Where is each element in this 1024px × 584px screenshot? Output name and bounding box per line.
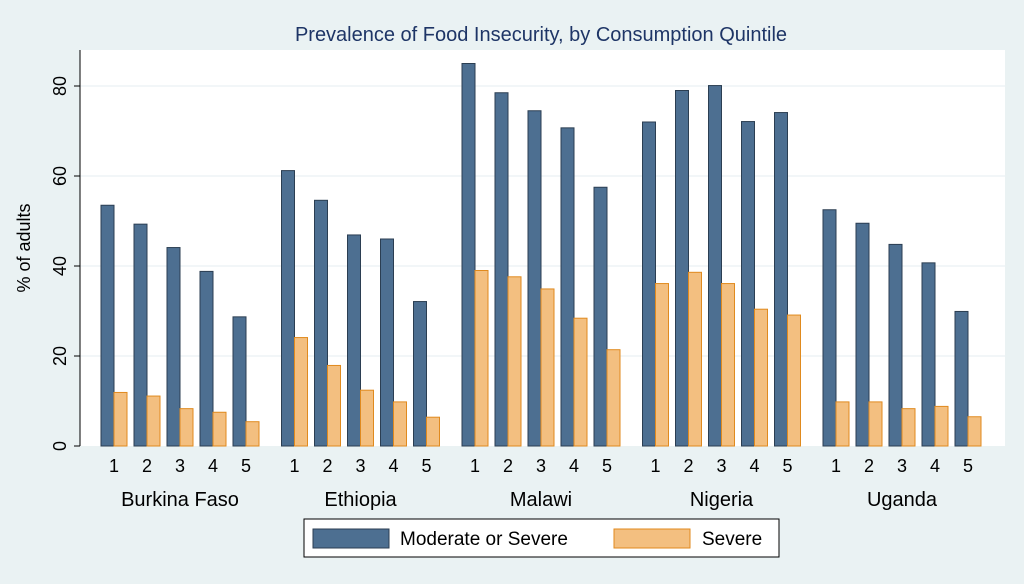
bar-moderate-or-severe: [708, 85, 722, 447]
x-tick-label: 1: [289, 456, 299, 476]
x-tick-label: 5: [782, 456, 792, 476]
bar-moderate-or-severe: [314, 199, 328, 447]
bar-moderate-or-severe: [199, 270, 214, 447]
chart-title: Prevalence of Food Insecurity, by Consum…: [295, 24, 787, 46]
y-tick-label: 60: [50, 166, 70, 186]
bar-moderate-or-severe: [642, 121, 656, 447]
bar-severe: [426, 416, 440, 447]
bar-moderate-or-severe: [166, 247, 181, 447]
x-tick-label: 4: [208, 456, 218, 476]
bar-moderate-or-severe: [100, 204, 115, 447]
x-tick-label: 4: [930, 456, 940, 476]
bar-moderate-or-severe: [822, 209, 837, 447]
x-tick-label: 3: [536, 456, 546, 476]
bar-moderate-or-severe: [347, 234, 361, 447]
bar-severe: [146, 395, 161, 447]
bar-severe: [393, 401, 407, 447]
bar-severe: [835, 401, 850, 447]
x-tick-label: 2: [864, 456, 874, 476]
axis-layer: 0 20 40 60 80: [50, 50, 81, 451]
bar-severe: [294, 337, 308, 447]
bar-severe: [868, 401, 883, 447]
legend: Moderate or Severe Severe: [303, 518, 780, 558]
x-tick-label: 2: [322, 456, 332, 476]
bar-moderate-or-severe: [413, 301, 427, 447]
x-tick-label: 3: [897, 456, 907, 476]
x-tick-label: 1: [109, 456, 119, 476]
bar-moderate-or-severe: [527, 110, 542, 447]
bar-severe: [967, 416, 982, 447]
bar-severe: [360, 389, 374, 447]
bar-moderate-or-severe: [954, 310, 969, 447]
x-tick-label: 3: [355, 456, 365, 476]
group-label: Nigeria: [690, 489, 754, 511]
x-tick-label: 4: [749, 456, 759, 476]
bar-severe: [507, 276, 522, 447]
x-tick-label: 3: [716, 456, 726, 476]
bar-moderate-or-severe: [675, 90, 689, 447]
x-tick-label: 5: [963, 456, 973, 476]
bar-moderate-or-severe: [380, 238, 394, 447]
bar-moderate-or-severe: [593, 186, 608, 447]
group-label: Uganda: [867, 489, 938, 511]
x-tick-label: 1: [470, 456, 480, 476]
bar-severe: [721, 283, 735, 447]
legend-label: Moderate or Severe: [400, 529, 568, 550]
x-tick-label: 4: [388, 456, 398, 476]
legend-swatch-severe: [613, 528, 691, 549]
group-label: Ethiopia: [324, 489, 397, 511]
x-tick-label: 5: [602, 456, 612, 476]
bar-severe: [573, 317, 588, 447]
legend-label: Severe: [702, 529, 762, 550]
bar-severe: [245, 421, 260, 447]
bar-severe: [606, 349, 621, 447]
bar-severe: [113, 391, 128, 447]
bar-moderate-or-severe: [133, 223, 148, 447]
x-tick-label: 4: [569, 456, 579, 476]
bar-severe: [212, 411, 227, 447]
bar-moderate-or-severe: [774, 112, 788, 447]
bar-severe: [688, 271, 702, 447]
y-tick-label: 20: [50, 346, 70, 366]
bar-severe: [787, 314, 801, 447]
bar-moderate-or-severe: [232, 316, 247, 447]
legend-swatch-moderate-or-severe: [312, 528, 390, 549]
x-tick-label: 2: [503, 456, 513, 476]
bar-moderate-or-severe: [855, 222, 870, 447]
y-tick-label: 0: [50, 441, 70, 451]
x-tick-label: 5: [241, 456, 251, 476]
bar-severe: [179, 408, 194, 447]
bar-moderate-or-severe: [461, 63, 476, 447]
bar-severe: [901, 408, 916, 447]
bars-layer: [100, 63, 982, 447]
bar-moderate-or-severe: [921, 262, 936, 447]
bar-moderate-or-severe: [494, 92, 509, 447]
x-tick-label: 3: [175, 456, 185, 476]
bar-severe: [474, 270, 489, 447]
x-tick-label: 5: [421, 456, 431, 476]
group-label: Burkina Faso: [121, 489, 239, 511]
group-label: Malawi: [510, 489, 572, 511]
bar-severe: [754, 308, 768, 447]
y-tick-label: 80: [50, 76, 70, 96]
bar-moderate-or-severe: [281, 170, 295, 447]
bar-severe: [934, 405, 949, 447]
y-tick-label: 40: [50, 256, 70, 276]
bar-moderate-or-severe: [741, 121, 755, 447]
y-axis-label: % of adults: [14, 203, 34, 292]
bar-moderate-or-severe: [560, 127, 575, 447]
bar-severe: [327, 364, 341, 447]
x-tick-label: 2: [142, 456, 152, 476]
x-tick-label: 1: [831, 456, 841, 476]
bar-severe: [540, 288, 555, 447]
bar-moderate-or-severe: [888, 243, 903, 447]
bar-severe: [655, 283, 669, 447]
x-tick-label: 1: [650, 456, 660, 476]
x-tick-label: 2: [683, 456, 693, 476]
